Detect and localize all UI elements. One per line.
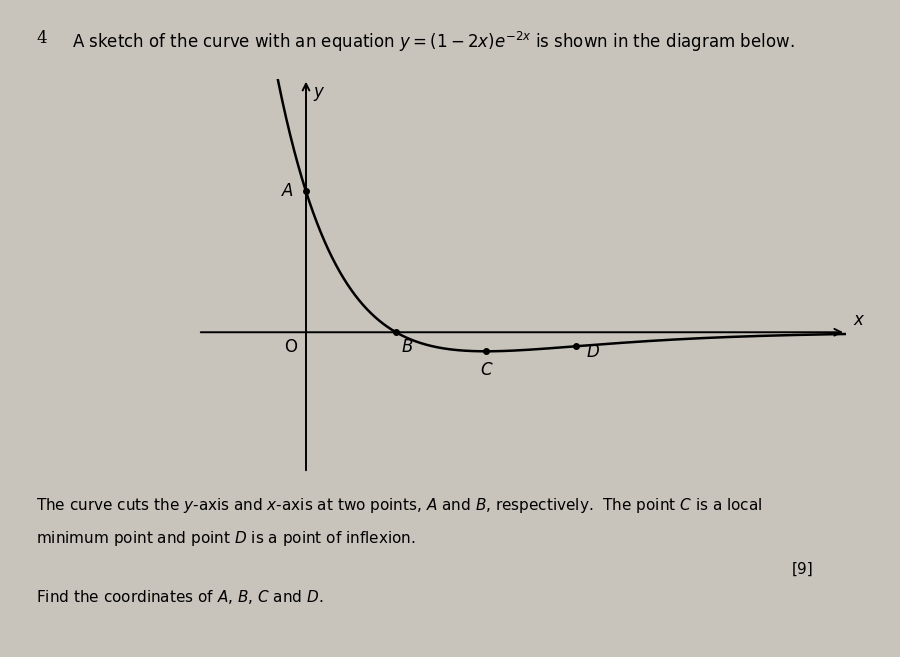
Text: x: x: [853, 311, 863, 329]
Text: y: y: [313, 83, 323, 101]
Text: A sketch of the curve with an equation $y = (1 - 2x)e^{-2x}$ is shown in the dia: A sketch of the curve with an equation $…: [72, 30, 795, 54]
Text: A: A: [282, 183, 293, 200]
Text: minimum point and point $D$ is a point of inflexion.: minimum point and point $D$ is a point o…: [36, 529, 416, 548]
Text: D: D: [587, 344, 599, 361]
Text: Find the coordinates of $A$, $B$, $C$ and $D$.: Find the coordinates of $A$, $B$, $C$ an…: [36, 588, 323, 606]
Text: B: B: [401, 338, 413, 356]
Text: C: C: [481, 361, 491, 379]
Text: The curve cuts the $y$-axis and $x$-axis at two points, $A$ and $B$, respectivel: The curve cuts the $y$-axis and $x$-axis…: [36, 496, 762, 515]
Text: 4: 4: [36, 30, 47, 47]
Text: O: O: [284, 338, 297, 356]
Text: [9]: [9]: [792, 562, 814, 577]
